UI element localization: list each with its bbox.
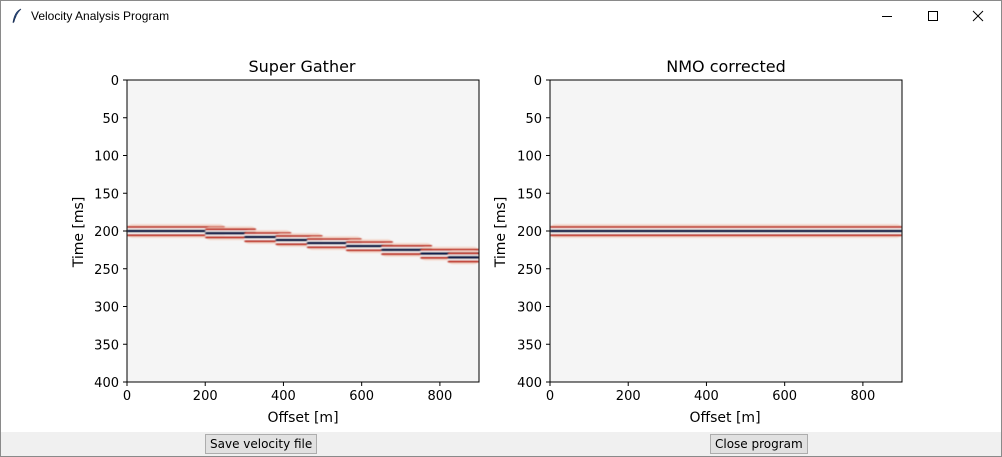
event-white-upper (205, 230, 257, 232)
y-tick-label: 350 (517, 338, 542, 353)
y-tick-label: 150 (94, 187, 119, 202)
window-title: Velocity Analysis Program (31, 9, 170, 23)
event-white-lower (550, 232, 902, 234)
event-trough (205, 231, 257, 235)
x-tick-label: 400 (694, 389, 719, 404)
figure-canvas: Super Gather 0 50 100 150 200 250 300 350 400 0 2… (1, 32, 1001, 432)
y-tick-label: 150 (517, 187, 542, 202)
plot-super-gather: Super Gather 0 50 100 150 200 250 300 350 400 0 2… (71, 57, 480, 426)
title-bar[interactable]: Velocity Analysis Program (1, 1, 1001, 32)
x-tick-label: 200 (193, 389, 218, 404)
event-red-upper (420, 248, 479, 251)
x-tick-label: 200 (616, 389, 641, 404)
seismic-events (127, 224, 479, 265)
event-white-lower (306, 244, 362, 247)
x-tick-label: 0 (546, 389, 554, 404)
wavelet-event (550, 224, 902, 238)
event-white-lower (244, 238, 292, 241)
event-white-upper (244, 234, 292, 236)
y-axis-ticks: 0 50 100 150 200 250 300 350 400 (517, 74, 550, 391)
event-red-upper (550, 226, 902, 229)
maximize-icon (927, 7, 939, 26)
event-red-lower (550, 234, 902, 237)
close-window-button[interactable] (955, 1, 1001, 32)
button-bar: Save velocity file Close program (1, 432, 1001, 456)
event-white-upper (346, 243, 393, 245)
event-trough (381, 248, 433, 252)
plot-title: Super Gather (249, 57, 356, 76)
y-tick-label: 200 (94, 225, 119, 240)
x-tick-label: 400 (271, 389, 296, 404)
y-tick-label: 100 (517, 150, 542, 165)
event-white-upper (127, 228, 225, 230)
event-white-upper (381, 247, 433, 249)
maximize-button[interactable] (910, 1, 956, 32)
event-trough (550, 229, 902, 233)
y-tick-label: 0 (111, 74, 119, 89)
x-tick-label: 800 (427, 389, 452, 404)
event-white-lower (346, 247, 393, 250)
close-icon (972, 7, 984, 26)
event-red-upper (205, 228, 257, 231)
event-white-lower (447, 258, 479, 261)
event-red-upper (306, 238, 362, 241)
event-red-upper (381, 244, 433, 248)
close-program-button[interactable]: Close program (710, 434, 808, 454)
x-tick-label: 800 (850, 389, 875, 404)
wavelet-event (127, 224, 225, 238)
event-red-lower (447, 260, 479, 263)
y-tick-label: 100 (94, 150, 119, 165)
event-trough (127, 229, 225, 233)
minimize-icon (881, 7, 893, 26)
y-tick-label: 400 (517, 376, 542, 391)
y-axis-label: Time [ms] (493, 197, 509, 269)
y-tick-label: 250 (517, 263, 542, 278)
event-white-upper (447, 254, 479, 257)
y-tick-label: 300 (517, 301, 542, 316)
x-axis-label: Offset [m] (267, 410, 338, 426)
y-tick-label: 400 (94, 376, 119, 391)
save-velocity-file-button[interactable]: Save velocity file (205, 434, 318, 454)
event-red-upper (346, 241, 393, 244)
y-tick-label: 300 (94, 301, 119, 316)
y-tick-label: 200 (517, 225, 542, 240)
event-white-lower (275, 241, 323, 244)
x-tick-label: 0 (123, 389, 131, 404)
y-tick-label: 250 (94, 263, 119, 278)
x-axis-ticks: 0 200 400 600 800 (546, 382, 875, 404)
event-white-lower (205, 234, 257, 237)
wavelet-event (447, 250, 479, 265)
event-white-upper (550, 228, 902, 230)
y-tick-label: 50 (102, 112, 119, 127)
event-trough (447, 255, 479, 259)
y-axis-label: Time [ms] (71, 197, 87, 269)
feather-icon (11, 8, 23, 24)
event-white-lower (381, 251, 433, 253)
x-tick-label: 600 (772, 389, 797, 404)
x-axis-ticks: 0 200 400 600 800 (123, 382, 452, 404)
event-red-upper (447, 252, 479, 255)
x-axis-label: Offset [m] (689, 410, 760, 426)
y-axis-ticks: 0 50 100 150 200 250 300 350 400 (94, 74, 127, 391)
event-red-lower (127, 234, 225, 237)
event-trough (346, 244, 393, 248)
y-tick-label: 50 (525, 112, 542, 127)
seismic-events (550, 224, 902, 238)
plot-nmo-corrected: NMO corrected 0 50 100 150 200 250 300 350 400 0… (493, 57, 903, 426)
figure-svg: Super Gather 0 50 100 150 200 250 300 350 400 0 2… (71, 57, 903, 426)
y-tick-label: 350 (94, 338, 119, 353)
event-red-lower (381, 252, 433, 256)
event-white-upper (306, 240, 362, 242)
event-red-upper (127, 226, 225, 229)
event-white-lower (127, 232, 225, 234)
wavelet-event (381, 242, 433, 257)
x-tick-label: 600 (349, 389, 374, 404)
event-white-upper (275, 237, 323, 239)
event-red-lower (205, 236, 257, 239)
plot-title: NMO corrected (666, 57, 785, 76)
minimize-button[interactable] (864, 1, 910, 32)
y-tick-label: 0 (534, 74, 542, 89)
wavelet-event (205, 226, 257, 241)
